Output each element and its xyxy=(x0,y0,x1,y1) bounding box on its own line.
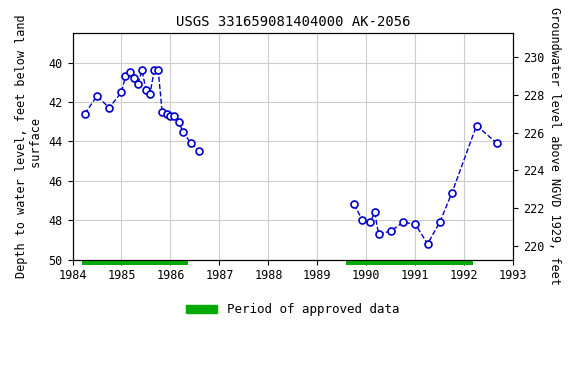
Y-axis label: Depth to water level, feet below land
 surface: Depth to water level, feet below land su… xyxy=(15,15,43,278)
Legend: Period of approved data: Period of approved data xyxy=(181,298,405,321)
Title: USGS 331659081404000 AK-2056: USGS 331659081404000 AK-2056 xyxy=(176,15,410,29)
Y-axis label: Groundwater level above NGVD 1929, feet: Groundwater level above NGVD 1929, feet xyxy=(548,7,561,285)
